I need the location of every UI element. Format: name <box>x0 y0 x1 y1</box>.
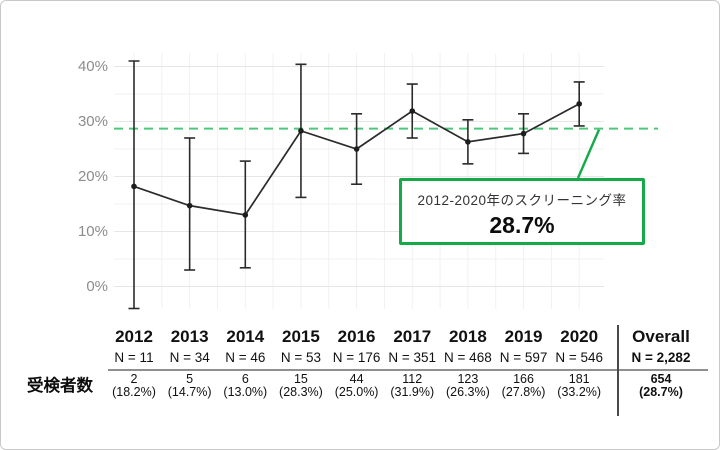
data-point-2019 <box>520 130 527 137</box>
n-label-2013: N = 34 <box>169 350 210 365</box>
pct-value-2015: (28.3%) <box>279 385 323 399</box>
data-point-2018 <box>465 139 471 145</box>
n-label-2018: N = 468 <box>444 350 492 365</box>
n-label-2020: N = 546 <box>555 350 604 365</box>
pct-value-2019: (27.8%) <box>501 385 546 399</box>
n-label-2019: N = 597 <box>499 350 548 365</box>
n-label-2014: N = 46 <box>225 350 266 365</box>
year-label-Overall: Overall <box>632 327 690 346</box>
year-label-2014: 2014 <box>226 327 265 346</box>
y-tick-20%: 20% <box>77 167 108 185</box>
y-tick-10%: 10% <box>77 222 108 240</box>
table-row-label: 受検者数 <box>27 377 93 395</box>
y-tick-40%: 40% <box>77 57 108 75</box>
year-label-2013: 2013 <box>170 327 209 346</box>
count-value-2012: 2 <box>130 372 138 386</box>
count-value-2013: 5 <box>186 372 194 386</box>
n-label-2017: N = 351 <box>388 350 437 365</box>
data-point-2012 <box>131 183 137 190</box>
year-label-2016: 2016 <box>337 327 376 346</box>
pct-value-2014: (13.0%) <box>223 385 268 399</box>
pct-value-2016: (25.0%) <box>334 385 379 399</box>
year-label-2018: 2018 <box>448 327 487 346</box>
data-point-2017 <box>409 108 416 114</box>
data-point-2015 <box>298 128 304 134</box>
callout-leader-line <box>576 129 601 179</box>
pct-value-Overall: (28.7%) <box>639 385 683 399</box>
data-point-2014 <box>242 212 249 218</box>
year-label-2017: 2017 <box>393 327 432 346</box>
pct-value-2020: (33.2%) <box>557 385 602 399</box>
count-value-2019: 166 <box>513 372 534 386</box>
pct-value-2012: (18.2%) <box>112 385 156 399</box>
count-value-2014: 6 <box>241 372 249 386</box>
n-label-Overall: N = 2,282 <box>631 350 691 365</box>
pct-value-2013: (14.7%) <box>167 385 212 399</box>
count-value-2020: 181 <box>568 372 590 386</box>
count-value-2017: 112 <box>402 372 423 386</box>
pct-value-2017: (31.9%) <box>390 385 435 399</box>
count-value-2015: 15 <box>293 372 308 386</box>
y-tick-30%: 30% <box>77 112 108 130</box>
callout-value: 28.7% <box>489 212 555 238</box>
n-label-2012: N = 11 <box>114 350 154 365</box>
year-label-2015: 2015 <box>282 327 320 346</box>
callout-box: 2012-2020年のスクリーニング率 28.7% <box>399 178 645 245</box>
year-label-2012: 2012 <box>115 327 153 346</box>
pct-value-2018: (26.3%) <box>446 385 490 399</box>
count-value-Overall: 654 <box>650 372 672 386</box>
n-label-2016: N = 176 <box>332 350 381 365</box>
n-label-2015: N = 53 <box>280 350 322 365</box>
table-horizontal-rule <box>108 369 708 371</box>
table-overall-divider <box>617 325 619 416</box>
count-value-2018: 123 <box>457 372 479 386</box>
data-point-2020 <box>576 101 582 107</box>
data-point-2013 <box>186 202 193 209</box>
year-label-2020: 2020 <box>560 327 599 346</box>
data-point-2016 <box>353 146 360 152</box>
year-label-2019: 2019 <box>504 327 543 346</box>
count-value-2016: 44 <box>349 372 364 386</box>
y-tick-0%: 0% <box>86 277 108 295</box>
callout-title: 2012-2020年のスクリーニング率 <box>417 193 627 208</box>
